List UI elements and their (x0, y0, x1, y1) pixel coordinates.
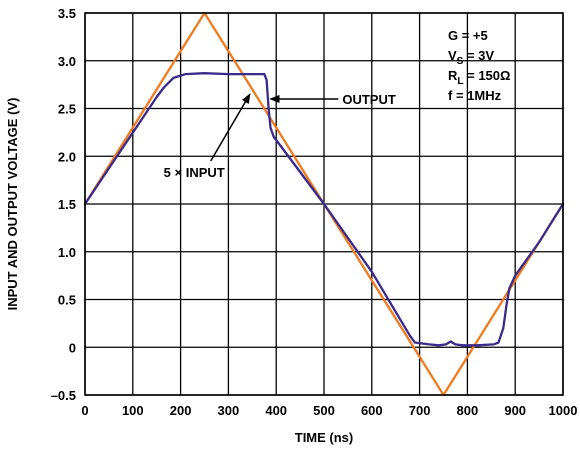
y-tick-label-7: 3.0 (58, 54, 76, 69)
y-tick-label-0: –0.5 (51, 388, 76, 403)
condition-line-3: f = 1MHz (448, 88, 502, 103)
callout-label-1: 5 × INPUT (164, 165, 225, 180)
x-tick-label-9: 900 (504, 403, 526, 418)
y-tick-label-3: 1.0 (58, 245, 76, 260)
plot-frame (84, 12, 564, 396)
x-tick-label-5: 500 (313, 403, 335, 418)
x-tick-label-8: 800 (457, 403, 479, 418)
series-line-1 (83, 72, 565, 347)
y-axis-label: INPUT AND OUTPUT VOLTAGE (V) (5, 98, 20, 311)
callout-arrow-1 (210, 93, 251, 162)
y-tick-label-1: 0 (69, 340, 76, 355)
y-tick-label-5: 2.0 (58, 149, 76, 164)
x-tick-label-1: 100 (122, 403, 144, 418)
y-tick-label-6: 2.5 (58, 102, 76, 117)
x-tick-label-4: 400 (265, 403, 287, 418)
y-tick-label-4: 1.5 (58, 197, 76, 212)
x-axis-label: TIME (ns) (295, 430, 354, 445)
x-tick-label-2: 200 (170, 403, 192, 418)
y-tick-labels: –0.5 0 0.5 1.0 1.5 2.0 2.5 3.0 3.5 (51, 6, 76, 403)
condition-line-2: RL = 150Ω (448, 68, 510, 87)
y-tick-label-8: 3.5 (58, 6, 76, 21)
y-tick-label-2: 0.5 (58, 293, 76, 308)
condition-line-1: VS = 3V (448, 48, 494, 67)
x-tick-label-3: 300 (218, 403, 240, 418)
x-tick-label-0: 0 (81, 403, 88, 418)
callouts: OUTPUT 5 × INPUT (164, 92, 396, 180)
x-tick-label-6: 600 (361, 403, 383, 418)
series-group (83, 11, 565, 397)
x-tick-label-10: 1000 (549, 403, 578, 418)
condition-line-0: G = +5 (448, 28, 488, 43)
x-tick-labels: 0 100 200 300 400 500 600 700 800 900 1000 (81, 403, 577, 418)
x-tick-label-7: 700 (409, 403, 431, 418)
callout-label-0: OUTPUT (342, 92, 396, 107)
